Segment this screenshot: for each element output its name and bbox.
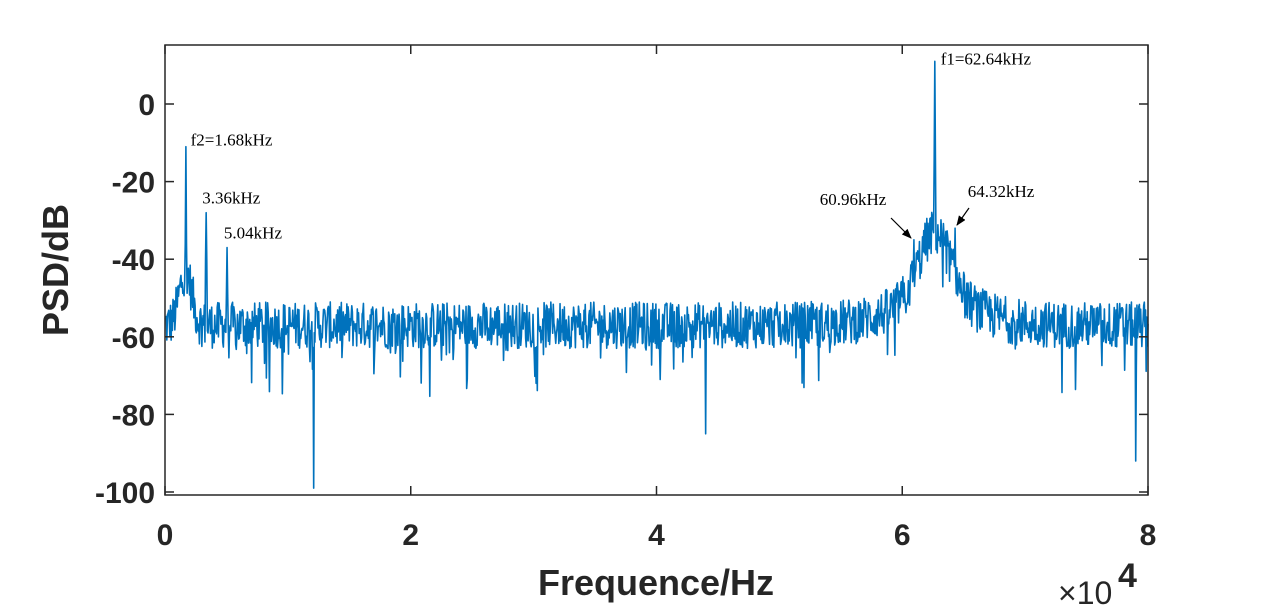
annotations: f2=1.68kHz 3.36kHz 5.04kHz 60.96kHz f1=62.64… — [191, 49, 1035, 242]
x-tick-label: 4 — [648, 519, 665, 552]
y-tick-label: -20 — [112, 167, 155, 200]
y-axis-title: PSD/dB — [35, 204, 76, 336]
annotation-label: 3.36kHz — [202, 189, 261, 208]
y-tick-label: -60 — [112, 322, 155, 355]
annotation-label: f1=62.64kHz — [941, 49, 1032, 68]
annotation-arrow — [890, 217, 912, 239]
y-tick-label: -80 — [112, 399, 155, 432]
x-tick-label: 8 — [1140, 519, 1157, 552]
annotation-label: 64.32kHz — [968, 182, 1035, 201]
x-tick-label: 6 — [894, 519, 911, 552]
x-multiplier-exponent: 4 — [1118, 557, 1137, 595]
y-tick-label: 0 — [138, 89, 155, 122]
y-axis: 0 -20 -40 -60 -80 -100 — [95, 89, 1148, 510]
y-tick-label: -100 — [95, 477, 155, 510]
annotation-label: f2=1.68kHz — [191, 131, 273, 150]
series-line — [164, 60, 1149, 489]
series-group — [164, 60, 1149, 489]
annotation-arrow — [956, 207, 970, 226]
plot-background — [165, 45, 1148, 495]
x-tick-label: 2 — [402, 519, 419, 552]
x-multiplier-base: ×10 — [1058, 575, 1112, 611]
annotation-label: 60.96kHz — [820, 190, 887, 209]
y-tick-label: -40 — [112, 244, 155, 277]
annotation-label: 5.04kHz — [224, 224, 283, 243]
x-axis: 0 2 4 6 8 — [157, 45, 1157, 552]
x-tick-label: 0 — [157, 519, 174, 552]
x-axis-title: Frequence/Hz — [538, 562, 774, 603]
